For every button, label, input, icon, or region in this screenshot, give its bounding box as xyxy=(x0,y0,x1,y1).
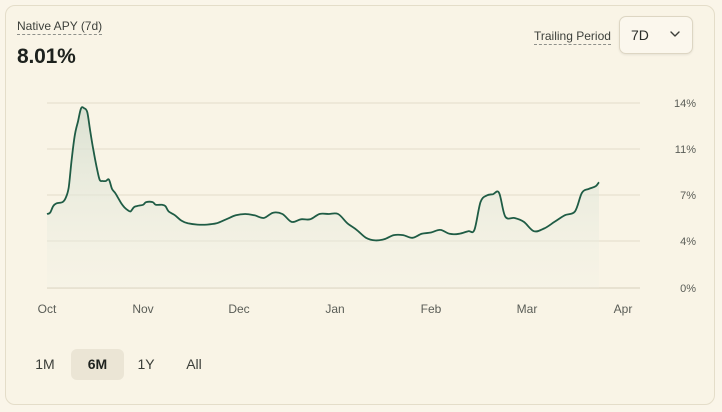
x-tick-label: Feb xyxy=(421,302,442,316)
trailing-period-select[interactable]: 7D xyxy=(619,16,693,54)
chevron-down-icon xyxy=(670,31,680,37)
y-tick-label: 7% xyxy=(680,190,696,202)
range-tab-1m[interactable]: 1M xyxy=(35,356,55,372)
x-tick-label: Dec xyxy=(228,302,249,316)
x-tick-label: Nov xyxy=(132,302,153,316)
x-tick-label: Jan xyxy=(325,302,344,316)
apy-area xyxy=(47,107,599,289)
range-tab-all[interactable]: All xyxy=(186,356,202,372)
apy-line[interactable] xyxy=(46,106,600,242)
range-tab-1y[interactable]: 1Y xyxy=(137,356,155,372)
x-tick-label: Apr xyxy=(614,302,633,316)
y-tick-label: 11% xyxy=(675,144,696,156)
range-tab-6m[interactable]: 6M xyxy=(71,349,124,380)
x-tick-label: Oct xyxy=(38,302,57,316)
x-tick-label: Mar xyxy=(517,302,538,316)
y-tick-label: 0% xyxy=(680,283,696,295)
metric-value: 8.01% xyxy=(17,45,76,68)
y-tick-label: 4% xyxy=(680,236,696,248)
y-tick-label: 14% xyxy=(674,98,696,110)
metric-label[interactable]: Native APY (7d) xyxy=(17,19,103,35)
trailing-period-label[interactable]: Trailing Period xyxy=(534,29,611,45)
trailing-period-value: 7D xyxy=(631,27,649,43)
